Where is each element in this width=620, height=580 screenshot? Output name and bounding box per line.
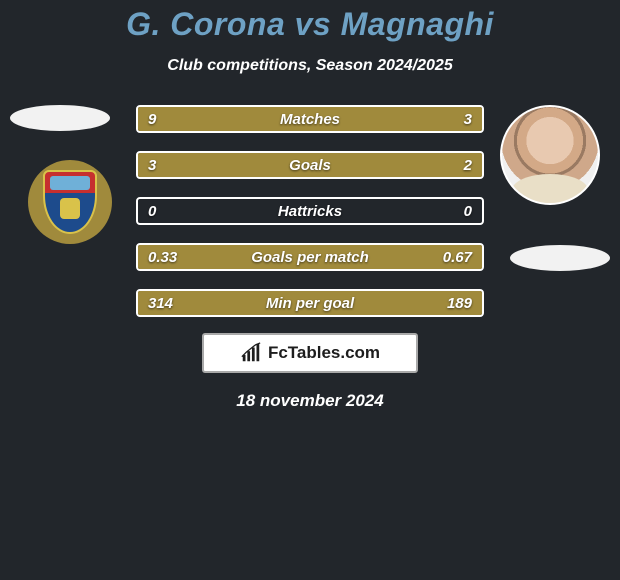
date-label: 18 november 2024 (0, 391, 620, 411)
header: G. Corona vs Magnaghi Club competitions,… (0, 0, 620, 75)
stat-bar: 314189Min per goal (136, 289, 484, 317)
main-area: 93Matches 32Goals 00Hattricks 0.330.67Goals… (0, 105, 620, 445)
brand-box: FcTables.com (202, 333, 418, 373)
club-crest-icon (43, 170, 97, 234)
chart-icon (240, 342, 262, 364)
stat-bar: 32Goals (136, 151, 484, 179)
stat-label: Matches (138, 107, 482, 131)
stat-label: Goals per match (138, 245, 482, 269)
stat-bar: 93Matches (136, 105, 484, 133)
player-right-avatar (500, 105, 600, 205)
stat-label: Goals (138, 153, 482, 177)
stat-bars: 93Matches 32Goals 00Hattricks 0.330.67Goals… (136, 105, 484, 335)
stat-bar: 0.330.67Goals per match (136, 243, 484, 271)
page-title: G. Corona vs Magnaghi (0, 6, 620, 43)
stat-label: Min per goal (138, 291, 482, 315)
player-right-club-placeholder (510, 245, 610, 271)
stat-bar: 00Hattricks (136, 197, 484, 225)
player-left-club-badge (28, 160, 112, 244)
stat-label: Hattricks (138, 199, 482, 223)
brand-label: FcTables.com (268, 343, 380, 363)
player-left-placeholder (10, 105, 110, 131)
page-subtitle: Club competitions, Season 2024/2025 (0, 57, 620, 75)
